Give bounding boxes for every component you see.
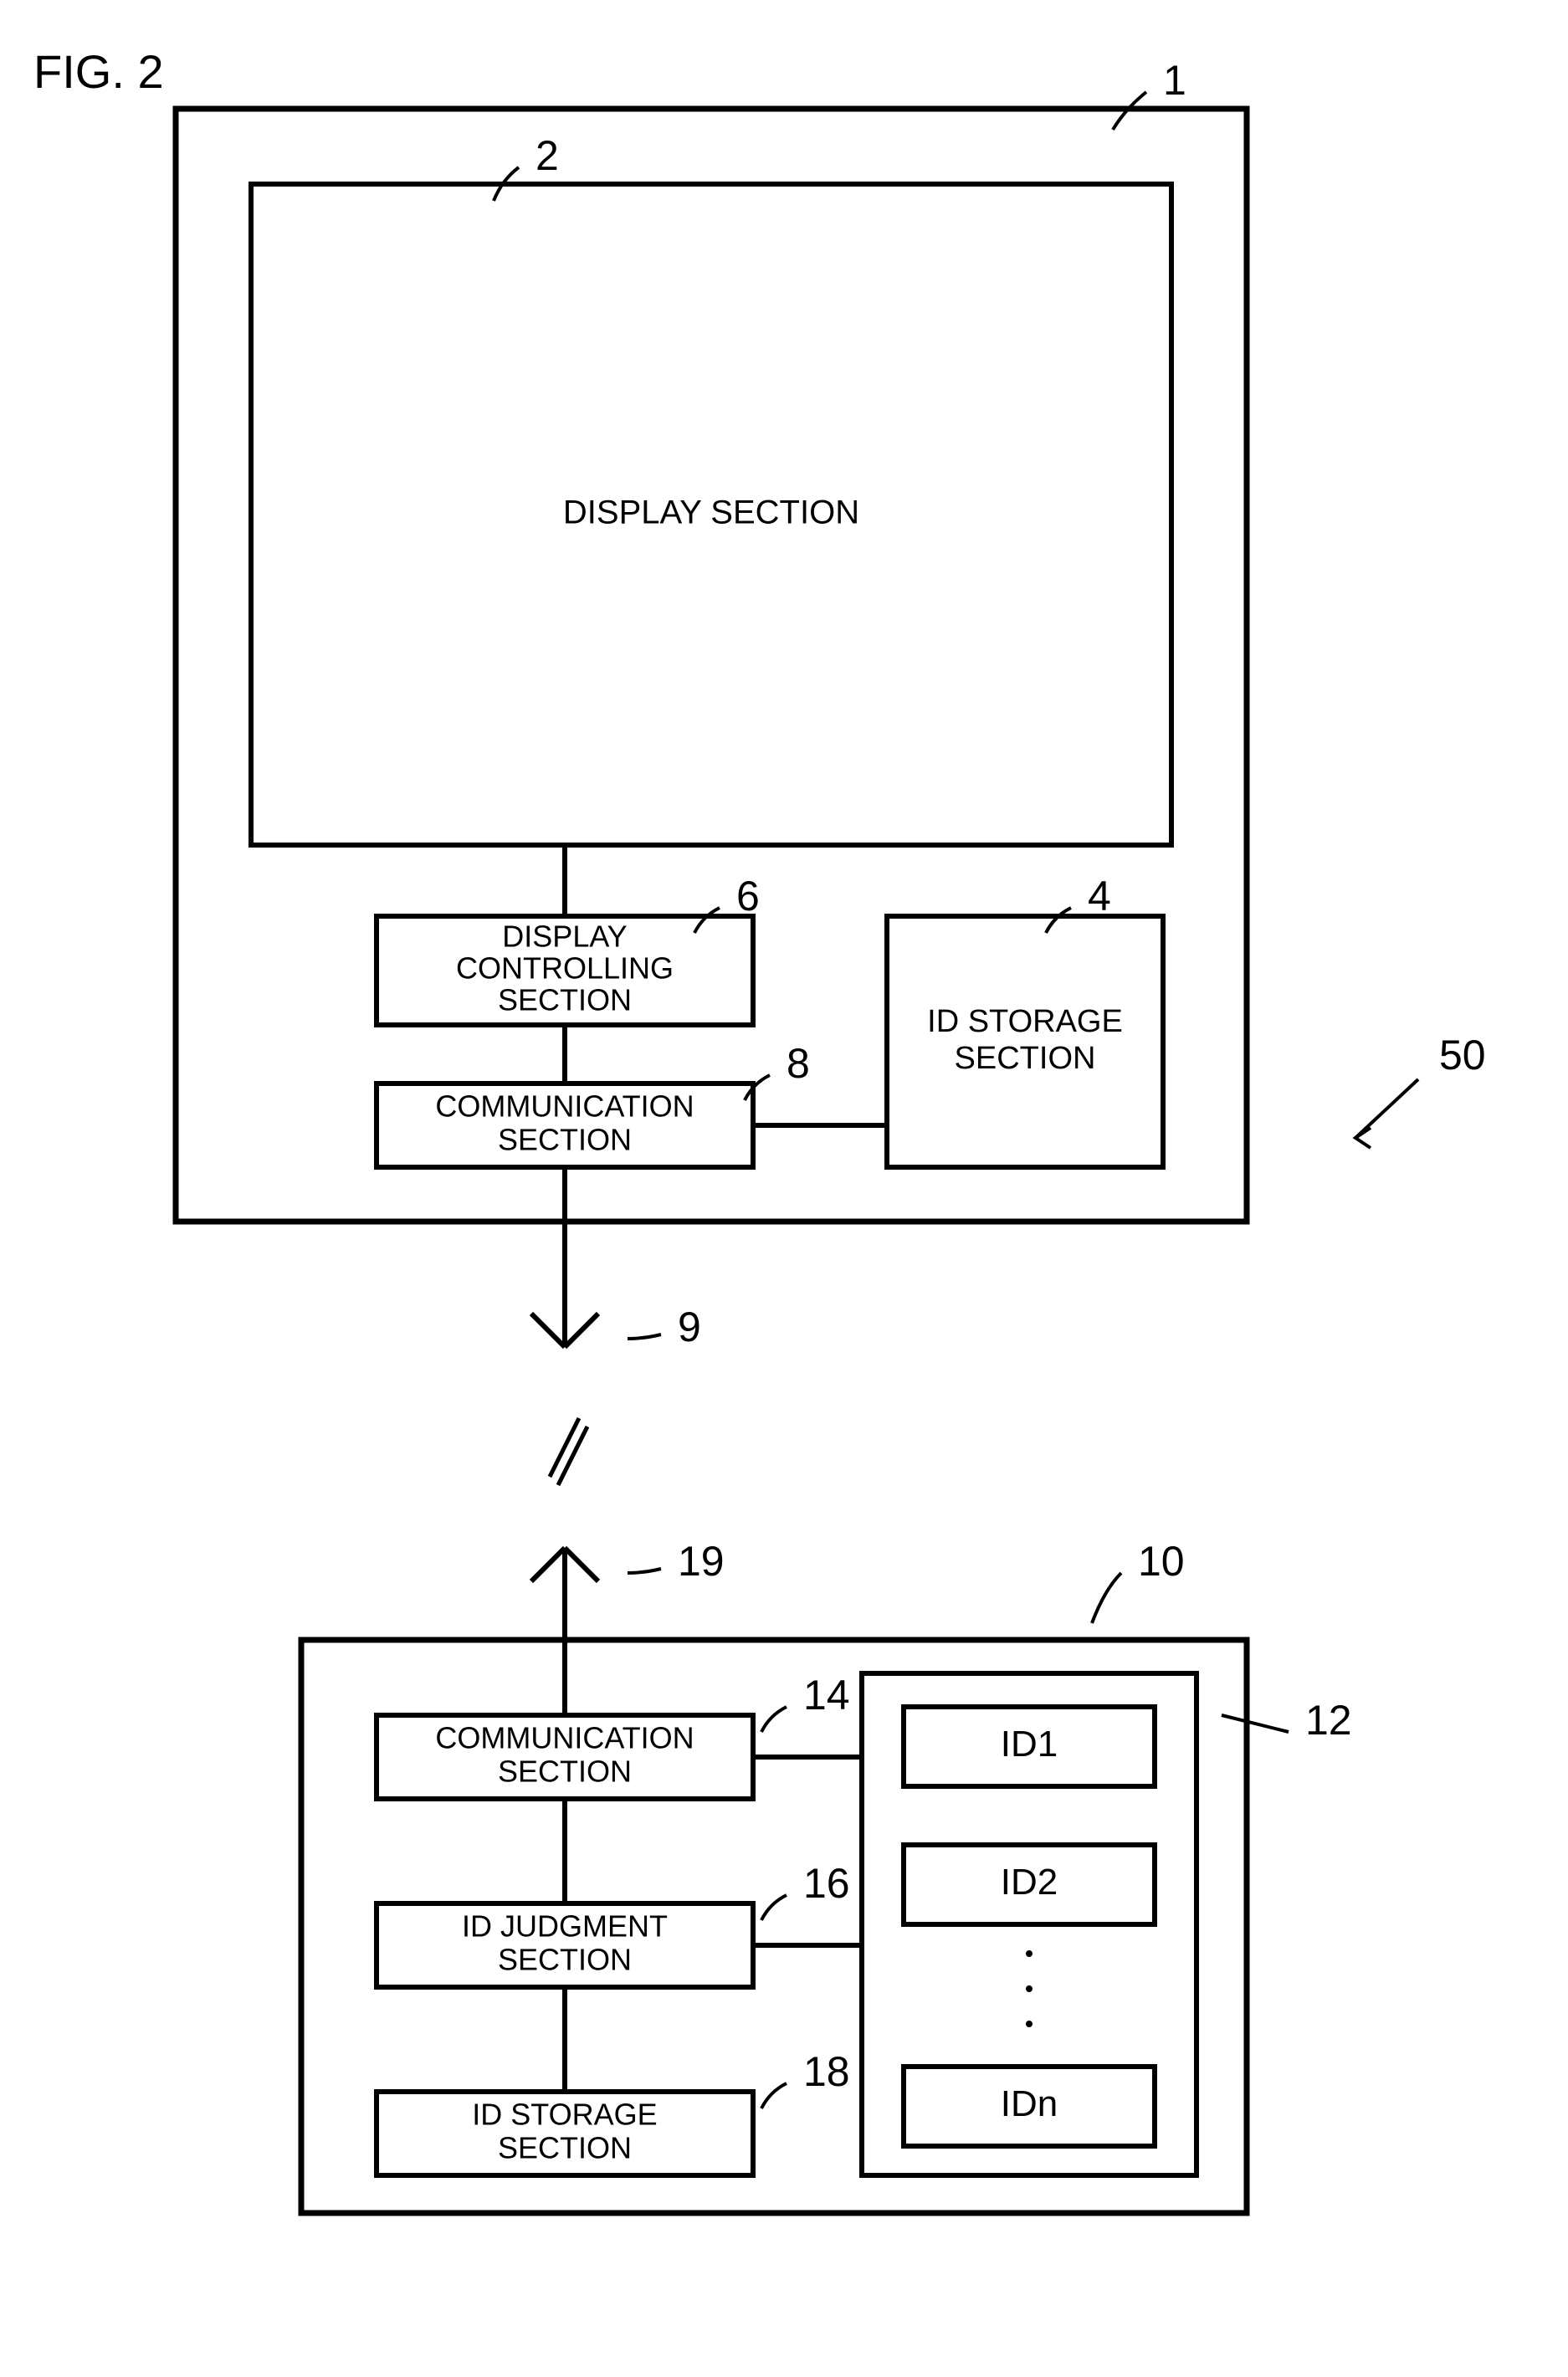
svg-text:14: 14 <box>803 1672 850 1719</box>
svg-text:FIG. 2: FIG. 2 <box>33 45 164 98</box>
svg-text:SECTION: SECTION <box>498 1943 632 1977</box>
svg-text:IDn: IDn <box>1001 2083 1058 2124</box>
svg-text:SECTION: SECTION <box>498 983 632 1017</box>
svg-text:ID STORAGE: ID STORAGE <box>927 1004 1123 1039</box>
svg-text:SECTION: SECTION <box>498 2131 632 2165</box>
svg-text:1: 1 <box>1163 57 1186 104</box>
figure-2-block-diagram: FIG. 2DISPLAY SECTIONDISPLAYCONTROLLINGS… <box>0 0 1568 2377</box>
svg-text:8: 8 <box>787 1040 810 1087</box>
svg-text:SECTION: SECTION <box>498 1123 632 1157</box>
svg-text:ID STORAGE: ID STORAGE <box>472 2098 657 2132</box>
svg-text:9: 9 <box>678 1304 701 1350</box>
svg-text:12: 12 <box>1305 1697 1352 1744</box>
svg-text:SECTION: SECTION <box>498 1755 632 1789</box>
svg-text:6: 6 <box>736 873 760 920</box>
svg-text:COMMUNICATION: COMMUNICATION <box>435 1721 694 1755</box>
svg-text:2: 2 <box>535 132 559 179</box>
svg-text:16: 16 <box>803 1860 850 1907</box>
svg-text:ID2: ID2 <box>1001 1862 1058 1903</box>
svg-text:18: 18 <box>803 2048 850 2095</box>
svg-text:CONTROLLING: CONTROLLING <box>456 951 674 986</box>
svg-text:4: 4 <box>1088 873 1111 920</box>
svg-text:ID1: ID1 <box>1001 1724 1058 1765</box>
svg-text:SECTION: SECTION <box>955 1041 1096 1076</box>
svg-text:DISPLAY: DISPLAY <box>502 920 627 954</box>
svg-text:19: 19 <box>678 1538 725 1585</box>
svg-text:10: 10 <box>1138 1538 1185 1585</box>
svg-text:50: 50 <box>1439 1032 1486 1078</box>
svg-text:ID JUDGMENT: ID JUDGMENT <box>462 1909 668 1944</box>
svg-text:COMMUNICATION: COMMUNICATION <box>435 1089 694 1124</box>
svg-text:DISPLAY SECTION: DISPLAY SECTION <box>563 494 859 531</box>
